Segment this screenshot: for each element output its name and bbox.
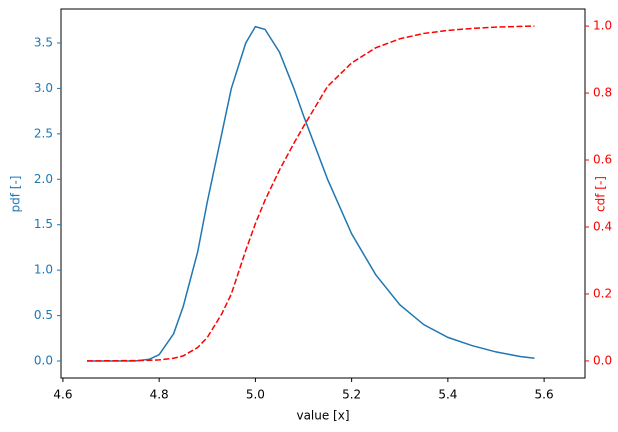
x-tick-label: 5.4 (438, 388, 457, 402)
x-tick-label: 4.8 (150, 388, 169, 402)
y2-tick-label: 1.0 (593, 19, 612, 33)
y-axis-label: pdf [-] (9, 176, 23, 213)
data-line (86, 25, 535, 362)
y-tick-label: 0.0 (34, 354, 53, 368)
y-tick-label: 1.0 (34, 263, 53, 277)
x-axis-label: value [x] (296, 409, 349, 423)
y-tick-label: 2.0 (34, 172, 53, 186)
y-tick-label: 1.5 (34, 217, 53, 231)
y2-tick-label: 0.8 (593, 86, 612, 100)
y2-tick-label: 0.4 (593, 219, 612, 233)
y-tick-label: 3.0 (34, 81, 53, 95)
x-tick-label: 5.2 (342, 388, 361, 402)
x-tick-label: 5.6 (535, 388, 554, 402)
y2-tick-label: 0.0 (593, 353, 612, 367)
y-tick-label: 3.5 (34, 35, 53, 49)
y-tick-label: 2.5 (34, 126, 53, 140)
data-line (86, 25, 535, 362)
plot-frame (60, 8, 586, 379)
x-tick-label: 5.0 (246, 388, 265, 402)
y2-axis-label: cdf [-] (594, 176, 608, 212)
x-tick-label: 4.6 (53, 388, 72, 402)
y2-tick-label: 0.6 (593, 153, 612, 167)
y-tick-label: 0.5 (34, 308, 53, 322)
y2-tick-label: 0.2 (593, 286, 612, 300)
